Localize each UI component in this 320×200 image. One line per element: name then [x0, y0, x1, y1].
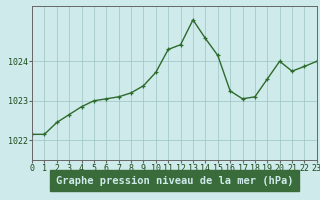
X-axis label: Graphe pression niveau de la mer (hPa): Graphe pression niveau de la mer (hPa) [56, 176, 293, 186]
